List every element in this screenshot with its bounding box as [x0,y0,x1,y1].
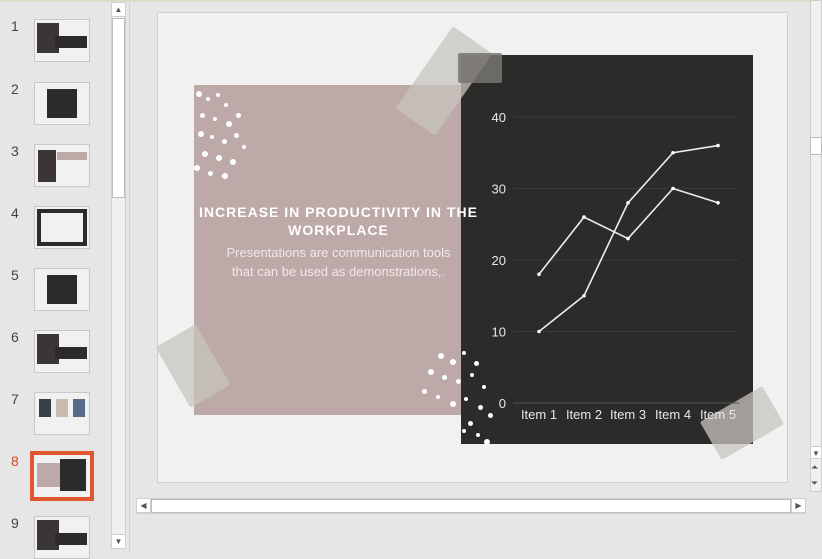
dot-decoration [462,429,466,433]
text-panel [194,85,483,415]
dot-decoration [210,135,214,139]
dot-decoration [242,145,246,149]
slide-thumbnail-4[interactable] [34,206,90,249]
slide-number: 6 [11,329,19,345]
data-point [626,201,630,205]
dot-decoration [450,401,456,407]
dot-decoration [482,385,486,389]
slide-title[interactable]: INCREASE IN PRODUCTIVITY IN THE WORKPLAC… [199,204,478,238]
slide-number: 8 [11,453,19,469]
data-point [626,236,630,241]
dot-decoration [222,139,227,144]
dot-decoration [456,379,461,384]
x-tick-label: Item 5 [700,407,736,422]
slide-thumbnail-6[interactable] [34,330,90,373]
dot-decoration [230,159,236,165]
dot-decoration [484,439,490,445]
ribbon-edge [0,0,822,2]
slide-number: 1 [11,18,19,34]
slide-thumbnail-7[interactable] [34,392,90,435]
x-tick-label: Item 4 [655,407,691,422]
slide-number: 3 [11,143,19,159]
slide-number: 2 [11,81,19,97]
y-tick-label: 40 [492,110,506,125]
dot-decoration [450,359,456,365]
dot-decoration [478,405,483,410]
scroll-down-button[interactable]: ▼ [810,446,822,459]
dot-decoration [198,131,204,137]
y-tick-label: 30 [492,182,506,197]
y-tick-label: 0 [499,396,506,411]
dot-decoration [428,369,434,375]
dot-decoration [476,433,480,437]
dot-decoration [234,133,239,138]
scroll-left-button[interactable]: ◀ [136,498,151,513]
dot-decoration [236,113,241,118]
scroll-up-button[interactable]: ▲ [111,2,126,17]
x-tick-label: Item 3 [610,407,646,422]
dot-decoration [222,173,228,179]
slide-vertical-scrollbar[interactable] [810,0,822,492]
slide-number: 9 [11,515,19,531]
slide-thumbnail-8[interactable] [30,451,94,501]
dot-decoration [202,151,208,157]
dot-decoration [194,165,200,171]
slide-subtitle[interactable]: Presentations are communication tools th… [226,245,451,279]
slide-number: 7 [11,391,19,407]
dot-decoration [224,103,228,107]
dot-decoration [442,375,447,380]
y-tick-label: 20 [492,253,506,268]
data-point [671,150,675,155]
chart-panel [461,55,753,444]
dot-decoration [196,91,202,97]
slide-thumbnail-panel: ▲ ▼ 1 2 3 4 5 6 7 8 9 [0,2,130,559]
dot-decoration [438,353,444,359]
dot-decoration [208,171,213,176]
scroll-thumb[interactable] [112,18,125,198]
slide-thumbnail-3[interactable] [34,144,90,187]
dot-decoration [216,93,220,97]
slide-thumbnail-9[interactable] [34,516,90,559]
dot-decoration [462,351,466,355]
data-point [537,329,541,334]
horizontal-scroll-thumb[interactable] [151,499,791,513]
dot-decoration [436,395,440,399]
scroll-down-button[interactable]: ▼ [111,534,126,549]
line-chart[interactable]: 0 10 20 30 40 Item 1 Item 2 Item 3 Item 4 Item 5 [461,55,753,444]
slide-number: 5 [11,267,19,283]
x-tick-label: Item 2 [566,407,602,422]
slide-thumbnail-2[interactable] [34,82,90,125]
dot-decoration [216,155,222,161]
dot-decoration [206,97,210,101]
dot-decoration [422,389,427,394]
slide-thumbnail-1[interactable] [34,19,90,62]
next-slide-icon[interactable]: ⏷ [811,478,819,488]
slide-number: 4 [11,205,19,221]
data-point [716,143,720,148]
vertical-scroll-thumb[interactable] [810,137,822,155]
previous-slide-icon[interactable]: ⏶ [811,462,819,472]
data-point [716,201,720,205]
scroll-right-button[interactable]: ▶ [791,498,806,513]
dot-decoration [213,117,217,121]
dot-decoration [474,361,479,366]
y-tick-label: 10 [492,325,506,340]
x-tick-label: Item 1 [521,407,557,422]
slide-canvas[interactable]: INCREASE IN PRODUCTIVITY IN THE WORKPLAC… [155,12,788,483]
dot-decoration [488,413,493,418]
dot-decoration [200,113,205,118]
dot-decoration [470,373,474,377]
dot-decoration [226,121,232,127]
tape-decoration [458,53,502,83]
data-point [582,215,586,219]
dot-decoration [468,421,473,426]
slide-thumbnail-5[interactable] [34,268,90,311]
data-point [537,272,541,277]
dot-decoration [464,397,468,401]
data-point [582,293,586,298]
data-point [671,186,675,191]
